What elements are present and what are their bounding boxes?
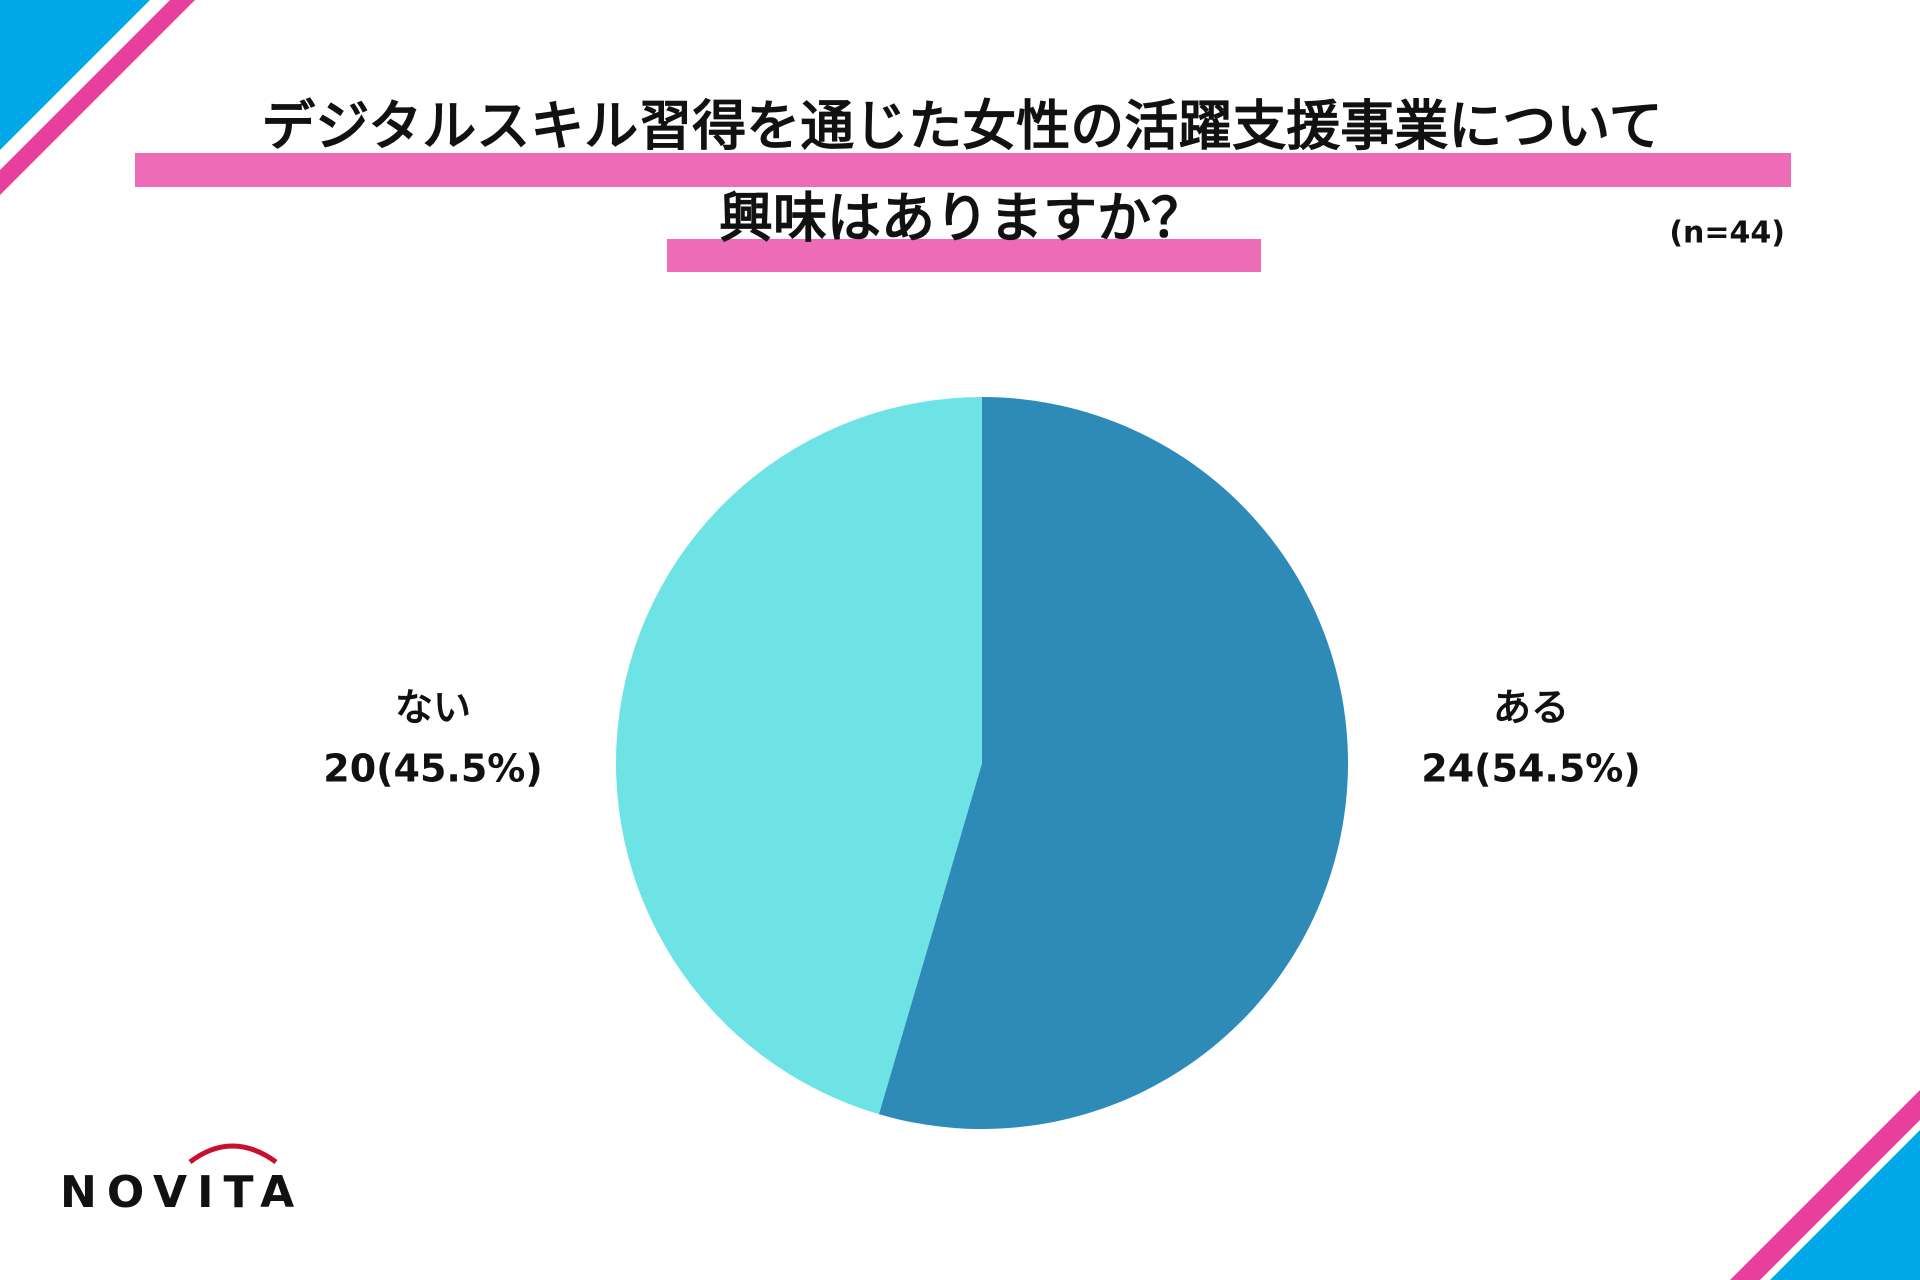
title-highlight xyxy=(135,153,1791,187)
corner-decoration xyxy=(1730,1090,1920,1280)
pie-slice xyxy=(616,397,982,1115)
chart-title: デジタルスキル習得を通じた女性の活躍支援事業について xyxy=(261,95,1662,158)
value-label: 20(45.5%) xyxy=(323,747,542,791)
corner-decoration xyxy=(0,0,150,150)
corner-decoration xyxy=(0,0,195,195)
slice-label: ある xyxy=(1493,686,1569,730)
title-highlight xyxy=(667,239,1261,272)
logo-arc xyxy=(188,1143,278,1165)
corner-decoration xyxy=(1770,1130,1920,1280)
slice-label: ない xyxy=(395,686,471,730)
logo: NOVITA xyxy=(60,1167,304,1218)
chart-title: 興味はありますか？ xyxy=(719,187,1205,250)
chart-subtitle: (n=44) xyxy=(1669,216,1785,251)
pie-slice xyxy=(878,397,1348,1129)
value-label: 24(54.5%) xyxy=(1421,747,1640,791)
